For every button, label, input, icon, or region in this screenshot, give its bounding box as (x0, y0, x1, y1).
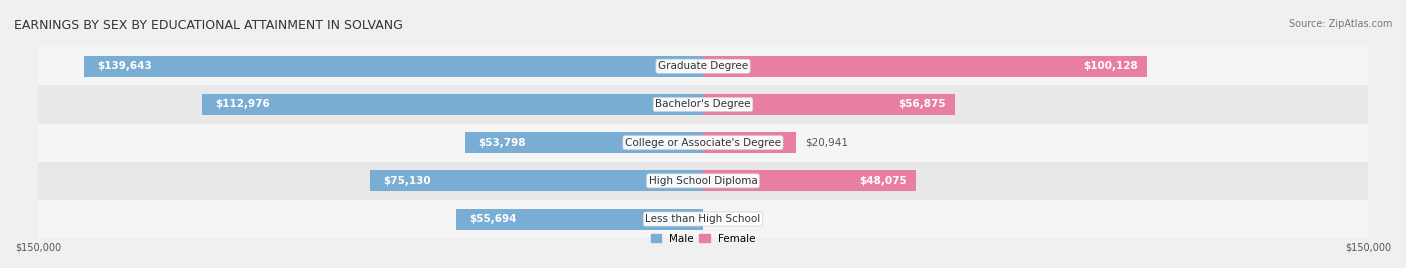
Bar (703, 56, 1147, 77)
Text: Less than High School: Less than High School (645, 214, 761, 224)
Bar (464, 132, 703, 153)
Bar (703, 132, 796, 153)
Text: High School Diploma: High School Diploma (648, 176, 758, 186)
Text: $139,643: $139,643 (97, 61, 152, 71)
Text: $112,976: $112,976 (215, 99, 270, 109)
Text: Graduate Degree: Graduate Degree (658, 61, 748, 71)
Text: $75,130: $75,130 (384, 176, 430, 186)
Bar (38, 200, 1368, 238)
Text: Bachelor's Degree: Bachelor's Degree (655, 99, 751, 109)
Bar (703, 94, 955, 115)
Bar (202, 94, 703, 115)
Text: $55,694: $55,694 (470, 214, 517, 224)
Legend: Male, Female: Male, Female (647, 230, 759, 248)
Text: $0: $0 (711, 214, 725, 224)
Bar (38, 162, 1368, 200)
Text: EARNINGS BY SEX BY EDUCATIONAL ATTAINMENT IN SOLVANG: EARNINGS BY SEX BY EDUCATIONAL ATTAINMEN… (14, 19, 404, 32)
Bar (38, 124, 1368, 162)
Text: $53,798: $53,798 (478, 138, 526, 148)
Bar (38, 85, 1368, 124)
Text: $100,128: $100,128 (1083, 61, 1137, 71)
Text: College or Associate's Degree: College or Associate's Degree (626, 138, 780, 148)
Bar (370, 170, 703, 191)
Bar (84, 56, 703, 77)
Text: $20,941: $20,941 (804, 138, 848, 148)
Text: $48,075: $48,075 (859, 176, 907, 186)
Bar (456, 209, 703, 230)
Text: $56,875: $56,875 (898, 99, 946, 109)
Bar (703, 170, 917, 191)
Text: Source: ZipAtlas.com: Source: ZipAtlas.com (1288, 19, 1392, 29)
Bar (38, 47, 1368, 85)
